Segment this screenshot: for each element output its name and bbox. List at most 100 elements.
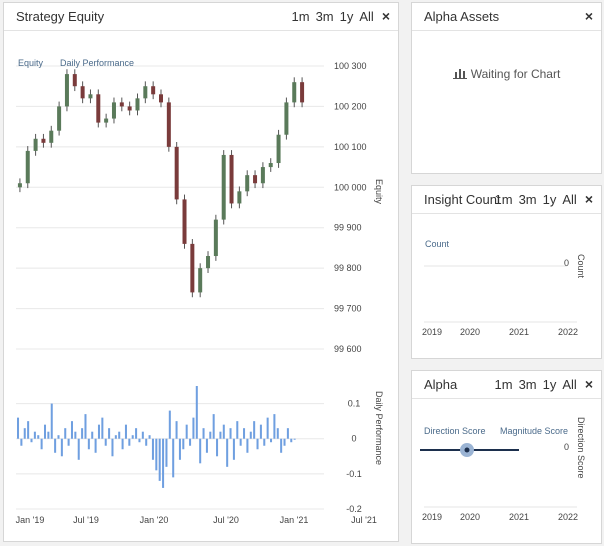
performance-bar[interactable] [94, 438, 97, 453]
close-icon[interactable]: × [584, 376, 593, 392]
performance-bar[interactable] [47, 431, 50, 439]
performance-bar[interactable] [87, 438, 90, 450]
performance-bar[interactable] [20, 438, 23, 446]
performance-bar[interactable] [239, 438, 242, 446]
performance-bar[interactable] [104, 438, 107, 446]
performance-bar[interactable] [37, 435, 40, 439]
performance-bar[interactable] [148, 435, 151, 439]
candle[interactable] [182, 199, 187, 244]
performance-bar[interactable] [283, 438, 286, 446]
performance-bar[interactable] [131, 435, 134, 439]
candle[interactable] [292, 82, 297, 103]
range-1m-button[interactable]: 1m [494, 191, 513, 207]
candle[interactable] [221, 154, 226, 220]
candle[interactable] [245, 175, 250, 192]
legend-daily-performance[interactable]: Daily Performance [60, 58, 134, 68]
performance-bar[interactable] [97, 424, 100, 439]
performance-bar[interactable] [229, 428, 232, 439]
range-1y-button[interactable]: 1y [339, 8, 354, 24]
performance-bar[interactable] [175, 421, 178, 439]
performance-bar[interactable] [178, 438, 181, 460]
performance-bar[interactable] [276, 428, 279, 439]
candle[interactable] [111, 102, 116, 119]
performance-bar[interactable] [293, 438, 296, 440]
candle[interactable] [88, 94, 93, 99]
performance-bar[interactable] [114, 435, 117, 439]
range-1m-button[interactable]: 1m [494, 376, 513, 392]
range-1m-button[interactable]: 1m [291, 8, 310, 24]
range-all-button[interactable]: All [562, 376, 577, 392]
performance-bar[interactable] [266, 417, 269, 439]
performance-bar[interactable] [243, 428, 246, 439]
candle[interactable] [206, 256, 211, 269]
range-1y-button[interactable]: 1y [542, 191, 557, 207]
range-3m-button[interactable]: 3m [518, 376, 537, 392]
performance-bar[interactable] [141, 431, 144, 439]
candle[interactable] [119, 102, 124, 107]
performance-bar[interactable] [189, 438, 192, 446]
performance-bar[interactable] [145, 438, 148, 446]
candle[interactable] [135, 98, 140, 111]
performance-bar[interactable] [40, 438, 43, 450]
performance-bar[interactable] [259, 424, 262, 439]
candle[interactable] [41, 138, 46, 143]
candle[interactable] [17, 183, 22, 188]
candle[interactable] [64, 74, 69, 107]
range-3m-button[interactable]: 3m [315, 8, 334, 24]
performance-bar[interactable] [67, 438, 70, 446]
performance-bar[interactable] [17, 417, 20, 439]
candle[interactable] [127, 106, 132, 111]
candle[interactable] [253, 175, 258, 184]
performance-bar[interactable] [155, 438, 158, 471]
performance-bar[interactable] [162, 438, 165, 488]
close-icon[interactable]: × [584, 191, 593, 207]
candle[interactable] [151, 86, 156, 95]
performance-bar[interactable] [249, 431, 252, 439]
candle[interactable] [33, 138, 38, 151]
performance-bar[interactable] [77, 438, 80, 460]
candle[interactable] [57, 106, 62, 131]
candle[interactable] [276, 134, 281, 164]
performance-bar[interactable] [60, 438, 63, 457]
performance-bar[interactable] [168, 410, 171, 439]
performance-bar[interactable] [135, 428, 138, 439]
performance-bar[interactable] [270, 438, 273, 443]
range-all-button[interactable]: All [562, 191, 577, 207]
performance-bar[interactable] [101, 417, 104, 439]
candle[interactable] [143, 86, 148, 99]
performance-bar[interactable] [290, 438, 293, 443]
candle[interactable] [25, 150, 30, 184]
performance-bar[interactable] [192, 417, 195, 439]
performance-bar[interactable] [121, 438, 124, 450]
performance-bar[interactable] [50, 403, 53, 439]
candle[interactable] [198, 268, 203, 293]
performance-bar[interactable] [128, 438, 131, 446]
performance-bar[interactable] [57, 435, 60, 439]
legend-count[interactable]: Count [425, 239, 450, 249]
performance-bar[interactable] [219, 431, 222, 439]
performance-bar[interactable] [118, 431, 121, 439]
performance-bar[interactable] [91, 431, 94, 439]
performance-bar[interactable] [263, 438, 266, 446]
performance-bar[interactable] [165, 438, 168, 467]
performance-bar[interactable] [202, 428, 205, 439]
performance-bar[interactable] [124, 424, 127, 439]
performance-bar[interactable] [209, 431, 212, 439]
performance-bar[interactable] [199, 438, 202, 464]
performance-bar[interactable] [226, 438, 229, 467]
range-1y-button[interactable]: 1y [542, 376, 557, 392]
candle[interactable] [96, 94, 101, 123]
legend-magnitude-score[interactable]: Magnitude Score [500, 426, 568, 436]
candle[interactable] [237, 191, 242, 204]
performance-bar[interactable] [138, 438, 141, 443]
range-3m-button[interactable]: 3m [518, 191, 537, 207]
performance-bar[interactable] [43, 424, 47, 439]
performance-bar[interactable] [216, 438, 219, 457]
performance-bar[interactable] [246, 438, 249, 453]
performance-bar[interactable] [84, 414, 87, 439]
candle[interactable] [260, 167, 265, 184]
candle[interactable] [190, 243, 195, 293]
performance-bar[interactable] [236, 421, 239, 439]
candle[interactable] [166, 102, 171, 147]
legend-equity[interactable]: Equity [18, 58, 44, 68]
